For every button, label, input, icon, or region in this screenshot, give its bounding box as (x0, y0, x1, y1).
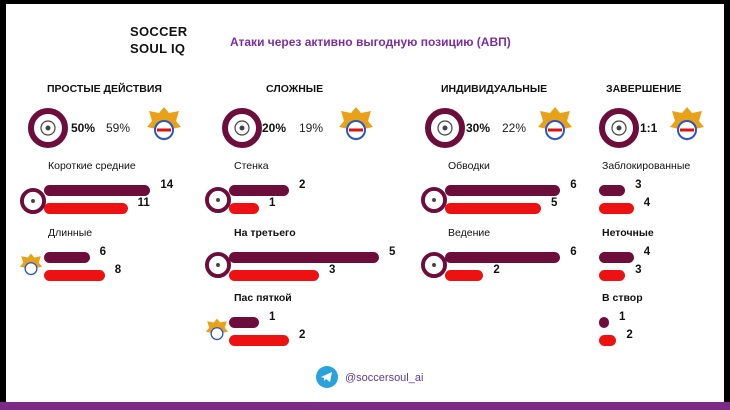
summary-complex-b: 19% (299, 121, 324, 135)
bar-value-label: 14 (160, 179, 174, 191)
bar-value-label: 1 (269, 197, 276, 209)
telegram-icon (316, 366, 338, 388)
club-crest-icon (599, 108, 639, 148)
column-title-individual: ИНДИВИДУАЛЬНЫЕ (441, 83, 548, 95)
bar-value-label: 8 (114, 264, 122, 276)
bar (229, 252, 379, 263)
category-label: Стенка (234, 160, 269, 172)
bar-value-label: 2 (493, 264, 500, 276)
infographic-card: SOCCER SOUL IQ Атаки через активно выгод… (6, 4, 724, 402)
eagle-crest-icon (339, 107, 373, 141)
bar-value-label: 2 (626, 329, 633, 341)
club-crest-icon (28, 108, 68, 148)
category-label: Заблокированные (602, 160, 691, 172)
bar (599, 203, 634, 214)
category-label: Неточные (602, 227, 654, 239)
column-title-simple: ПРОСТЫЕ ДЕЙСТВИЯ (47, 83, 162, 95)
club-crest-icon (20, 188, 46, 214)
bar (44, 185, 151, 196)
chart-title: Атаки через активно выгодную позицию (АВ… (230, 35, 511, 49)
footer-handle[interactable]: @soccersoul_ai (345, 372, 424, 384)
bar-value-label: 1 (269, 311, 276, 323)
bar (229, 317, 259, 328)
club-crest-icon (205, 187, 231, 213)
bar-value-label: 6 (570, 179, 577, 191)
bar-value-label: 1 (619, 311, 626, 323)
club-crest-icon (205, 252, 231, 278)
bar (599, 270, 626, 281)
bar-value-label: 5 (551, 197, 558, 209)
category-label: На третьего (234, 227, 296, 239)
eagle-crest-icon (538, 107, 572, 141)
bar (229, 203, 259, 214)
bar-value-label: 6 (99, 246, 106, 258)
summary-finishing-combined: 1:1 (640, 121, 658, 135)
bottom-accent-bar (0, 402, 730, 410)
bar (445, 203, 541, 214)
bar (229, 270, 319, 281)
bar (44, 203, 128, 214)
club-crest-icon (425, 108, 465, 148)
brand-line-2: SOUL IQ (130, 41, 186, 56)
bar-value-label: 4 (643, 246, 651, 258)
category-label: Длинные (48, 227, 93, 239)
bar-value-label: 4 (643, 197, 651, 209)
bar-value-label: 3 (635, 179, 642, 191)
category-label: Короткие средние (48, 160, 136, 172)
bar-value-label: 3 (635, 264, 642, 276)
bar-value-label: 6 (570, 246, 577, 258)
bar (445, 270, 484, 281)
bar-value-label: 2 (299, 329, 306, 341)
summary-complex-a: 20% (262, 121, 287, 135)
club-crest-icon (421, 252, 447, 278)
bar-value-label: 2 (299, 179, 306, 191)
category-label: В створ (602, 292, 643, 304)
bar (44, 270, 105, 281)
summary-individual-a: 30% (466, 121, 491, 135)
bar (599, 335, 617, 346)
bar (44, 252, 90, 263)
column-title-finishing: ЗАВЕРШЕНИЕ (606, 83, 682, 95)
brand-line-1: SOCCER (130, 24, 188, 39)
column-title-complex: СЛОЖНЫЕ (266, 83, 324, 95)
bar (599, 185, 626, 196)
category-label: Обводки (448, 160, 490, 172)
club-crest-icon (222, 108, 262, 148)
summary-individual-b: 22% (502, 121, 527, 135)
summary-simple-a: 50% (71, 121, 96, 135)
bar (445, 185, 561, 196)
bar (599, 317, 609, 328)
brand-logo: SOCCER SOUL IQ (130, 23, 187, 57)
eagle-crest-icon (19, 253, 43, 276)
bar (599, 252, 634, 263)
bar-value-label: 3 (329, 264, 336, 276)
summary-simple-b: 59% (106, 121, 131, 135)
bar-value-label: 5 (389, 246, 396, 258)
category-label: Пас пяткой (234, 292, 292, 304)
eagle-crest-icon (670, 107, 704, 141)
eagle-crest-icon (205, 318, 229, 341)
eagle-crest-icon (147, 107, 181, 141)
bar (229, 185, 289, 196)
bar (229, 335, 289, 346)
category-label: Ведение (448, 227, 491, 239)
bar-value-label: 11 (137, 197, 150, 209)
club-crest-icon (421, 187, 447, 213)
bar (445, 252, 561, 263)
